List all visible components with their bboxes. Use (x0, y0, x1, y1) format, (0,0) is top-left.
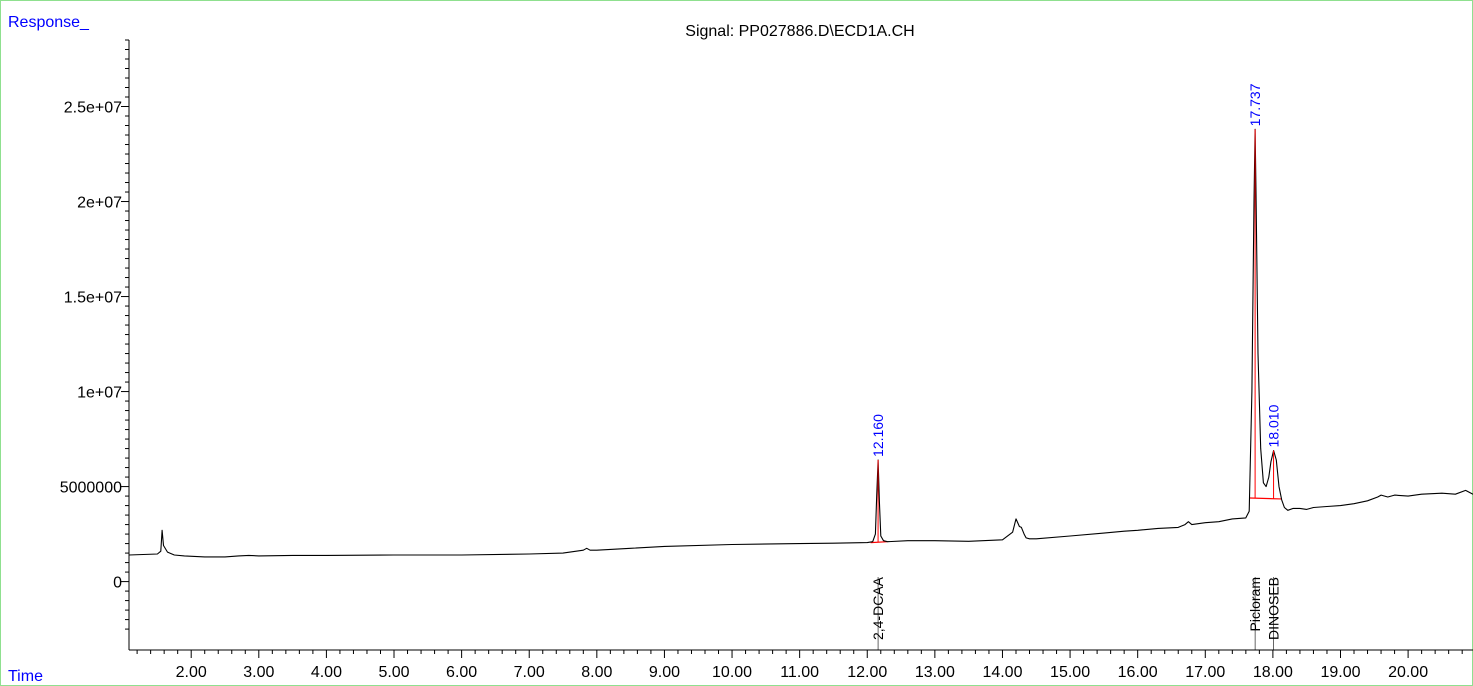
integration-baseline (1249, 497, 1282, 500)
x-tick-label: 14.00 (982, 664, 1022, 681)
x-tick-label: 13.00 (915, 664, 955, 681)
y-tick-label: 1e+07 (77, 385, 122, 402)
signal-trace-group (128, 128, 1473, 558)
y-tick-label: 2e+07 (77, 195, 122, 212)
peak-rt-label: 17.737 (1247, 83, 1263, 126)
x-axis-label: Time (8, 668, 43, 685)
x-tick-label: 2.00 (176, 664, 207, 681)
x-tick-label: 7.00 (514, 664, 545, 681)
chart-title: Signal: PP027886.D\ECD1A.CH (685, 23, 914, 40)
integration-baseline (870, 541, 888, 544)
axes: 0 5000000 1e+07 1.5e+07 2e+07 2.5e+07 2.00 3.00… (60, 39, 1473, 681)
y-tick-label: 2.5e+07 (64, 100, 122, 117)
x-tick-label: 9.00 (649, 664, 680, 681)
y-tick-label: 1.5e+07 (64, 290, 122, 307)
x-tick-label: 4.00 (311, 664, 342, 681)
x-tick-label: 11.00 (780, 664, 819, 681)
y-tick-label: 5000000 (60, 480, 122, 497)
x-tick-label: 3.00 (243, 664, 274, 681)
x-tick-label: 20.00 (1388, 664, 1428, 681)
x-tick-label: 12.00 (847, 664, 887, 681)
x-tick-label: 5.00 (378, 664, 409, 681)
x-tick-label: 15.00 (1050, 664, 1090, 681)
peak-annotations: 12.1602,4-DCAA17.737Picloram18.010DINOSE… (870, 83, 1282, 650)
x-tick-label: 18.00 (1253, 664, 1293, 681)
y-axis-label: Response_ (8, 14, 89, 31)
x-tick-label: 10.00 (712, 664, 752, 681)
y-tick-label: 0 (113, 575, 122, 592)
peak-rt-label: 18.010 (1266, 404, 1282, 447)
x-tick-label: 16.00 (1118, 664, 1158, 681)
x-tick-label: 19.00 (1320, 664, 1360, 681)
x-tick-label: 17.00 (1185, 664, 1225, 681)
peak-rt-label: 12.160 (870, 414, 886, 457)
x-tick-label: 8.00 (581, 664, 612, 681)
signal-trace (128, 128, 1473, 558)
x-tick-label: 6.00 (446, 664, 477, 681)
